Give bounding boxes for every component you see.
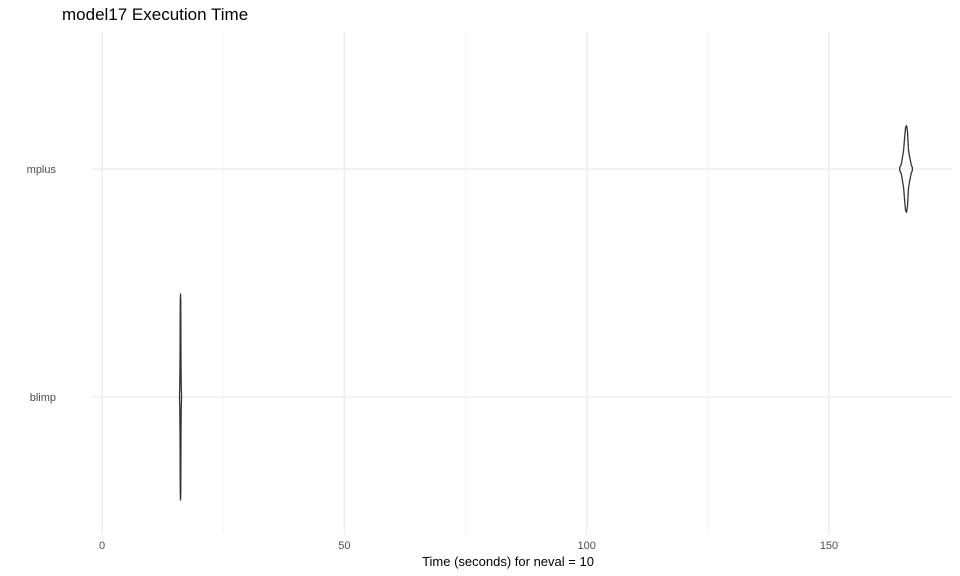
violins	[178, 125, 914, 501]
violin-mplus	[899, 125, 914, 213]
x-tick-label: 50	[338, 540, 350, 552]
x-axis-title: Time (seconds) for neval = 10	[422, 554, 594, 569]
y-tick-label-blimp: blimp	[30, 392, 56, 404]
y-tick-label-mplus: mplus	[27, 164, 57, 176]
x-tick-label: 0	[99, 540, 105, 552]
x-tick-label: 100	[577, 540, 595, 552]
chart-title: model17 Execution Time	[62, 5, 248, 24]
violin-blimp	[178, 293, 183, 501]
grid-lines	[92, 32, 952, 534]
x-tick-labels: 0 50 100 150	[99, 540, 838, 552]
x-tick-label: 150	[820, 540, 838, 552]
y-tick-labels: blimp mplus	[27, 164, 57, 404]
